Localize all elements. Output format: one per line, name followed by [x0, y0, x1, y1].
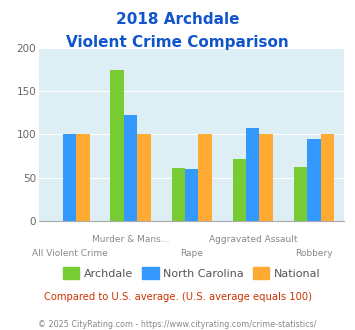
Text: Murder & Mans...: Murder & Mans...: [92, 235, 169, 244]
Bar: [137, 135, 151, 221]
Bar: [307, 139, 321, 221]
Bar: [321, 135, 334, 221]
Text: Aggravated Assault: Aggravated Assault: [208, 235, 297, 244]
Text: © 2025 CityRating.com - https://www.cityrating.com/crime-statistics/: © 2025 CityRating.com - https://www.city…: [38, 320, 317, 329]
Text: Compared to U.S. average. (U.S. average equals 100): Compared to U.S. average. (U.S. average …: [44, 292, 311, 302]
Bar: [185, 169, 198, 221]
Text: Violent Crime Comparison: Violent Crime Comparison: [66, 35, 289, 50]
Bar: [198, 135, 212, 221]
Bar: [76, 135, 90, 221]
Bar: [246, 128, 260, 221]
Bar: [233, 159, 246, 221]
Legend: Archdale, North Carolina, National: Archdale, North Carolina, National: [58, 263, 325, 283]
Text: Robbery: Robbery: [295, 249, 333, 258]
Bar: [294, 167, 307, 221]
Bar: [171, 168, 185, 221]
Bar: [124, 115, 137, 221]
Text: All Violent Crime: All Violent Crime: [32, 249, 108, 258]
Bar: [110, 70, 124, 221]
Text: Rape: Rape: [180, 249, 203, 258]
Bar: [260, 135, 273, 221]
Bar: [63, 135, 76, 221]
Text: 2018 Archdale: 2018 Archdale: [116, 12, 239, 26]
